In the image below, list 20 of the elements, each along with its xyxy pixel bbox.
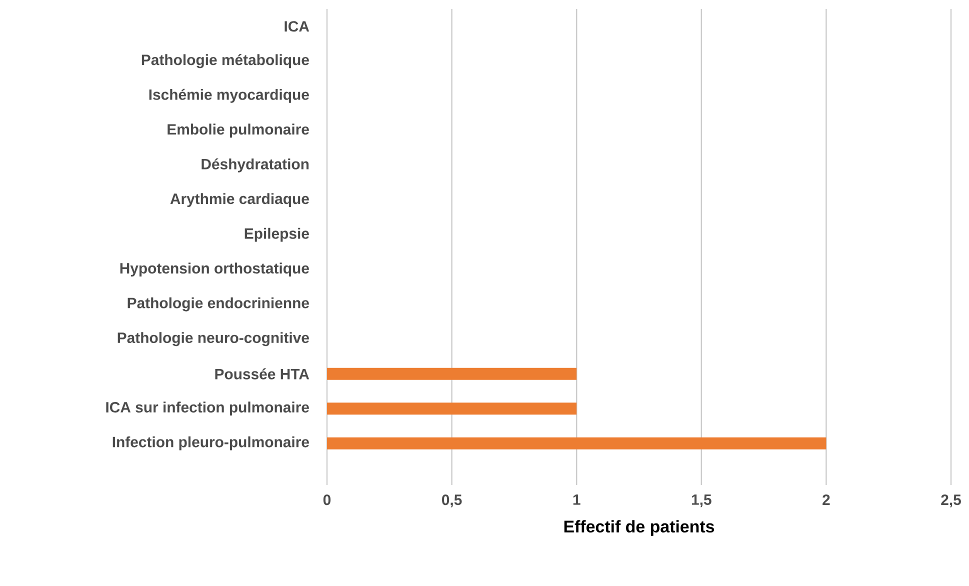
- x-axis-title: Effectif de patients: [564, 520, 714, 536]
- y-tick-label: Epilepsie: [244, 228, 309, 242]
- y-tick-label: Pathologie neuro-cognitive: [118, 332, 309, 346]
- x-tick-label: 1: [573, 494, 580, 505]
- y-tick-label: ICA sur infection pulmonaire: [106, 402, 309, 416]
- y-tick-label: Hypotension orthostatique: [120, 262, 309, 277]
- x-tick-label: 2,5: [941, 494, 961, 508]
- y-tick-label: Pathologie métabolique: [142, 54, 309, 68]
- x-tick-label: 0,5: [442, 494, 462, 508]
- x-tick-label: 0: [323, 494, 331, 506]
- y-tick-label: ICA: [284, 21, 310, 32]
- x-tick-label: 1,5: [692, 494, 712, 508]
- y-tick-label: Poussée HTA: [215, 368, 310, 380]
- y-tick-label: Ischémie myocardique: [149, 88, 309, 103]
- y-tick-label: Embolie pulmonaire: [168, 124, 309, 138]
- y-tick-label: Arythmie cardiaque: [170, 193, 309, 208]
- y-tick-label: Pathologie endocrinienne: [128, 297, 309, 312]
- y-tick-label: Infection pleuro-pulmonaire: [112, 436, 309, 450]
- y-tick-label: Déshydratation: [202, 158, 309, 172]
- x-tick-label: 2: [822, 494, 830, 505]
